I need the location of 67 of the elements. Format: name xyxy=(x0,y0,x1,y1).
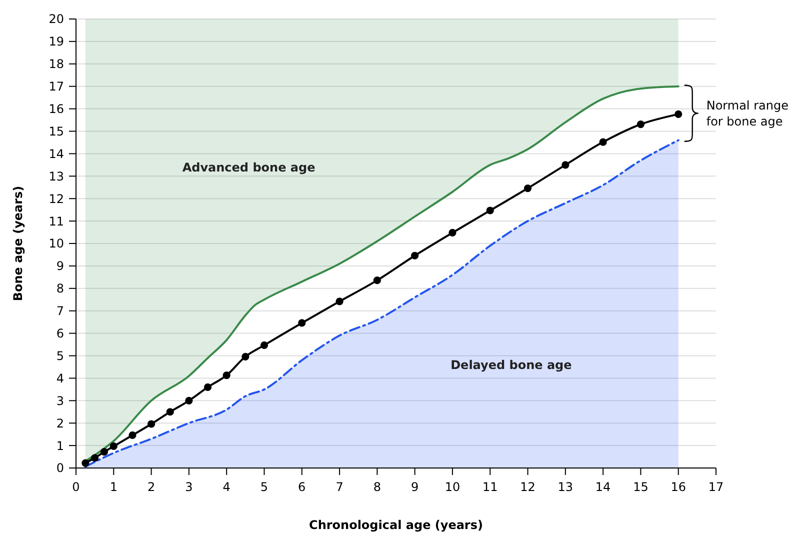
x-tick-label: 4 xyxy=(222,480,230,494)
point xyxy=(222,371,230,380)
y-tick-label: 20 xyxy=(48,12,64,26)
y-tick-label: 14 xyxy=(48,146,64,161)
x-tick-label: 1 xyxy=(110,480,118,494)
x-tick-label: 15 xyxy=(633,480,648,494)
x-tick-label: 2 xyxy=(147,480,156,494)
annotation: Delayed bone age xyxy=(450,358,572,372)
x-tick-label: 8 xyxy=(373,480,381,494)
annotation: Advanced bone age xyxy=(182,160,316,175)
y-tick-label: 10 xyxy=(48,236,64,251)
y-tick-label: 3 xyxy=(56,394,64,408)
y-tick-label: 5 xyxy=(56,348,64,363)
point xyxy=(674,110,682,118)
y-tick-label: 17 xyxy=(48,80,64,94)
point xyxy=(185,396,193,404)
x-axis-title: Chronological age (years) xyxy=(309,518,483,532)
x-tick-label: 17 xyxy=(708,480,724,494)
y-tick-label: 9 xyxy=(56,259,64,274)
point xyxy=(486,206,494,214)
y-axis-title: Bone age (years) xyxy=(11,186,25,302)
x-tick-label: 3 xyxy=(185,480,193,494)
point xyxy=(336,298,344,306)
point xyxy=(636,120,645,128)
point xyxy=(373,276,381,284)
x-tick-label: 0 xyxy=(72,480,80,494)
y-tick-label: 12 xyxy=(48,192,64,206)
x-tick-label: 7 xyxy=(336,480,344,494)
point xyxy=(204,383,212,391)
x-tick-label: 5 xyxy=(260,480,268,494)
annotation: Normal range for bone age xyxy=(706,98,788,128)
y-tick-label: 8 xyxy=(56,282,64,296)
x-tick-label: 13 xyxy=(558,480,574,494)
point xyxy=(599,138,607,146)
x-tick-label: 10 xyxy=(444,480,460,494)
y-tick-label: 2 xyxy=(56,416,64,430)
y-tick-label: 16 xyxy=(48,102,64,116)
y-tick-label: 19 xyxy=(48,34,64,49)
y-tick-label: 7 xyxy=(56,304,64,318)
point xyxy=(147,420,156,428)
point xyxy=(100,448,108,456)
point xyxy=(562,161,570,169)
point xyxy=(166,408,174,416)
x-tick-label: 14 xyxy=(595,480,611,494)
y-tick-label: 6 xyxy=(56,326,64,340)
x-tick-label: 9 xyxy=(411,480,419,494)
y-tick-label: 15 xyxy=(48,124,64,138)
y-tick-label: 11 xyxy=(48,214,64,228)
y-tick-label: 18 xyxy=(48,57,64,72)
point xyxy=(82,459,90,467)
x-tick-label: 12 xyxy=(520,480,536,494)
point xyxy=(242,352,250,360)
point xyxy=(524,184,532,192)
point xyxy=(91,454,99,462)
point xyxy=(260,341,268,349)
x-tick-label: 11 xyxy=(482,480,498,494)
point xyxy=(411,252,419,260)
y-tick-label: 0 xyxy=(56,461,64,476)
point xyxy=(110,442,118,450)
point xyxy=(448,228,456,237)
y-tick-label: 1 xyxy=(56,438,64,453)
x-tick-label: 6 xyxy=(298,480,306,494)
y-tick-label: 4 xyxy=(56,371,64,386)
point xyxy=(298,319,306,327)
y-tick-label: 13 xyxy=(48,169,64,184)
point xyxy=(128,431,136,440)
x-tick-label: 16 xyxy=(670,480,686,494)
